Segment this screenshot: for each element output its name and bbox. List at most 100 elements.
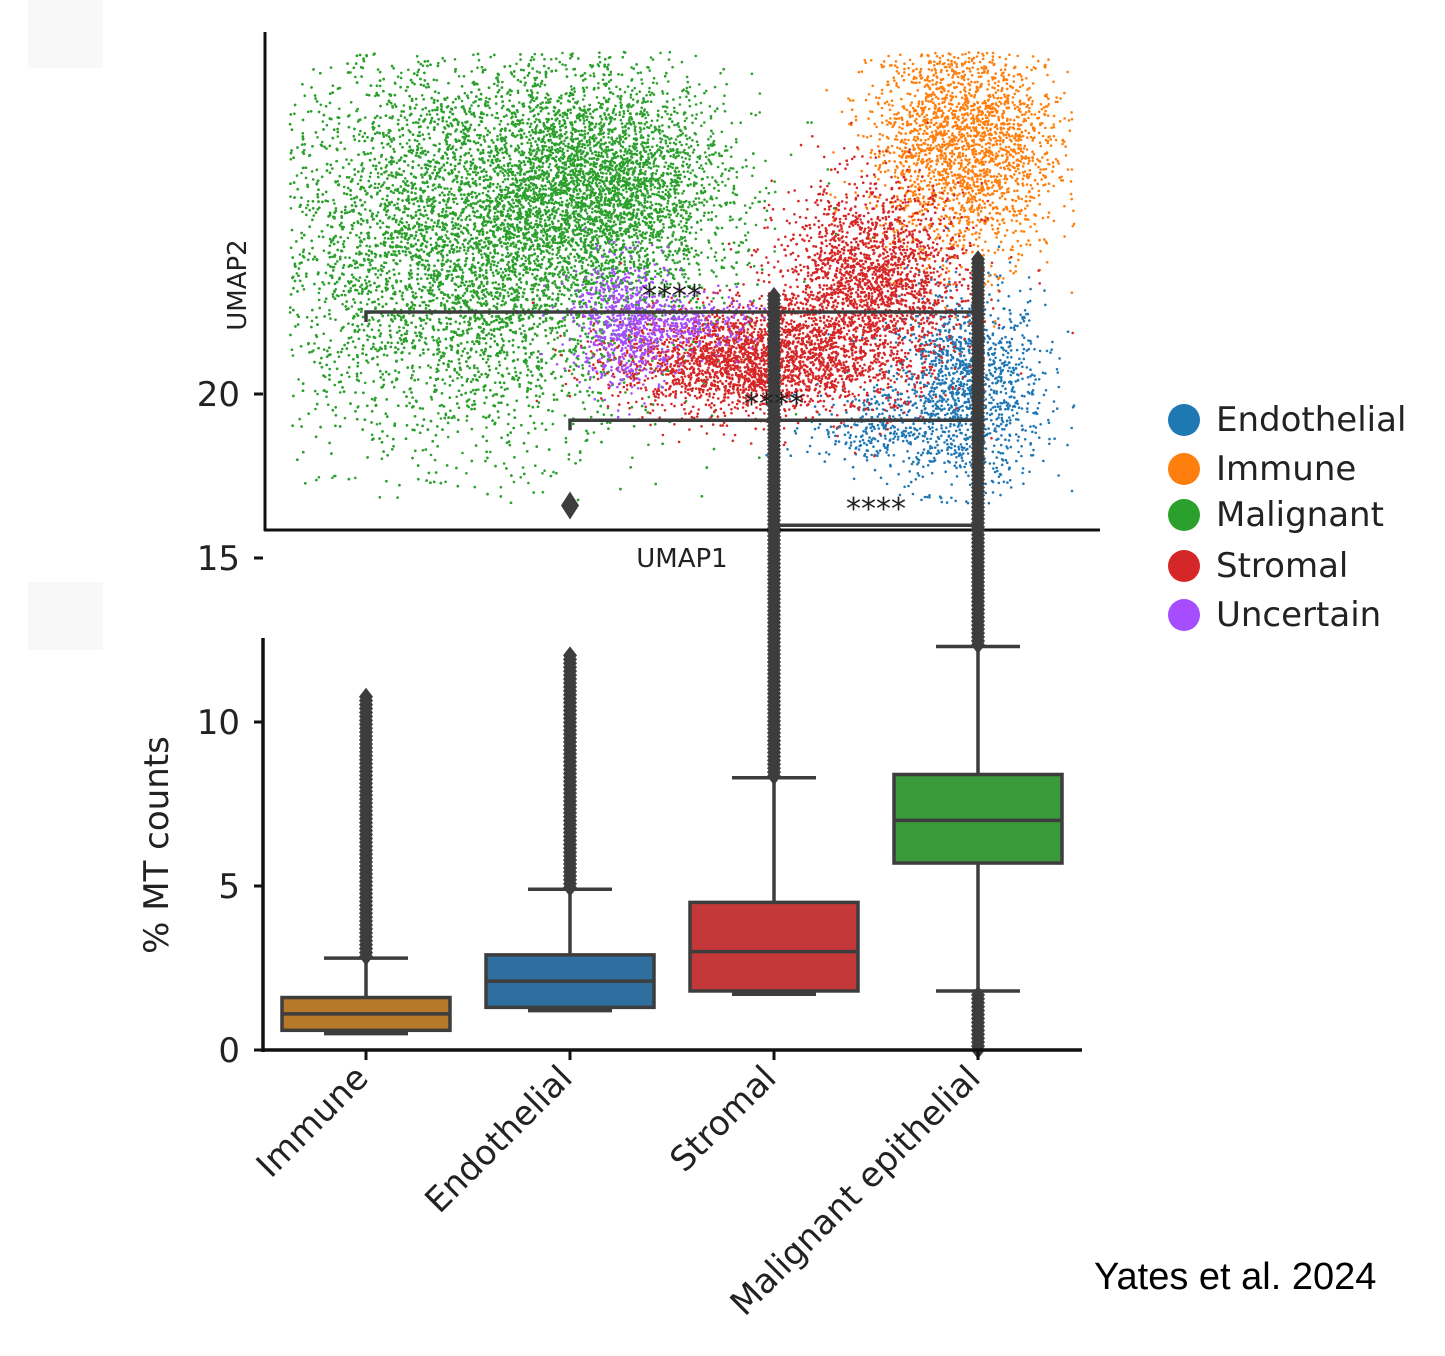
umap-point-immune-2111 — [976, 101, 980, 105]
umap-point-immune-1325 — [1060, 175, 1063, 179]
umap-point-immune-1924 — [950, 189, 953, 192]
umap-point-endothelial-1376 — [931, 334, 934, 337]
umap-point-endothelial-1105 — [946, 360, 949, 363]
umap-point-endothelial-459 — [852, 340, 855, 343]
umap-point-immune-888 — [1041, 216, 1045, 220]
umap-point-immune-1418 — [913, 119, 917, 123]
umap-point-endothelial-1466 — [873, 427, 876, 431]
umap-point-immune-791 — [922, 195, 925, 198]
umap-point-immune-1892 — [944, 160, 948, 164]
umap-point-endothelial-1013 — [994, 381, 998, 385]
umap-point-immune-1102 — [972, 61, 976, 65]
umap-point-endothelial-1475 — [881, 412, 884, 416]
umap-point-endothelial-1589 — [861, 438, 865, 442]
umap-point-immune-1880 — [978, 105, 982, 109]
umap-point-endothelial-296 — [999, 390, 1003, 394]
umap-point-immune-392 — [962, 194, 965, 198]
umap-point-endothelial-1402 — [918, 432, 921, 436]
umap-point-endothelial-1292 — [1002, 364, 1006, 368]
umap-point-immune-1998 — [908, 92, 912, 96]
umap-point-immune-1967 — [1017, 197, 1021, 200]
umap-point-immune-2208 — [925, 83, 928, 87]
umap-point-immune-564 — [925, 267, 929, 270]
umap-point-immune-2028 — [998, 223, 1001, 226]
umap-point-immune-1902 — [935, 75, 938, 78]
umap-point-immune-1589 — [1026, 103, 1030, 107]
umap-point-immune-1883 — [998, 162, 1001, 166]
umap-point-immune-866 — [1009, 174, 1012, 178]
umap-point-endothelial-688 — [936, 449, 940, 453]
umap-point-endothelial-639 — [908, 470, 911, 473]
umap-point-immune-1773 — [979, 83, 983, 87]
umap-point-immune-636 — [1003, 93, 1006, 96]
umap-point-immune-240 — [971, 233, 974, 236]
umap-point-endothelial-1082 — [914, 478, 918, 481]
umap-point-immune-2065 — [979, 228, 983, 231]
umap-point-immune-1744 — [993, 62, 996, 66]
umap-point-endothelial-567 — [984, 447, 988, 451]
umap-point-immune-633 — [875, 125, 878, 129]
umap-point-immune-136 — [952, 80, 955, 84]
umap-point-immune-1602 — [934, 136, 937, 139]
umap-point-immune-674 — [1001, 161, 1005, 164]
umap-point-endothelial-1392 — [834, 439, 838, 443]
umap-point-immune-1355 — [1001, 219, 1004, 222]
umap-point-endothelial-1430 — [829, 425, 833, 429]
umap-point-endothelial-1352 — [905, 266, 909, 269]
umap-point-immune-393 — [987, 249, 990, 252]
umap-point-immune-2106 — [927, 137, 930, 141]
umap-point-immune-1977 — [916, 112, 919, 116]
umap-point-immune-1103 — [908, 113, 911, 116]
umap-point-immune-1432 — [1025, 183, 1029, 186]
umap-point-immune-1064 — [875, 204, 878, 207]
umap-point-immune-2149 — [977, 51, 980, 54]
umap-point-endothelial-877 — [1053, 437, 1056, 441]
umap-point-immune-1000 — [971, 201, 974, 204]
umap-point-immune-2113 — [958, 239, 961, 242]
umap-point-immune-1490 — [1014, 199, 1018, 203]
umap-point-immune-1108 — [1023, 102, 1026, 105]
umap-point-endothelial-1185 — [1021, 471, 1024, 475]
umap-point-immune-967 — [987, 154, 991, 158]
umap-point-endothelial-1012 — [931, 399, 935, 403]
umap-point-endothelial-295 — [1000, 463, 1004, 467]
umap-point-immune-233 — [991, 55, 995, 58]
umap-point-immune-1851 — [1054, 138, 1058, 142]
umap-point-immune-587 — [881, 161, 885, 165]
umap-point-endothelial-1188 — [937, 451, 941, 455]
umap-point-endothelial-896 — [931, 422, 935, 426]
umap-point-immune-447 — [865, 136, 869, 139]
umap-point-immune-1897 — [982, 67, 986, 71]
umap-point-endothelial-1414 — [876, 454, 879, 458]
umap-point-immune-65 — [1004, 181, 1007, 185]
umap-point-immune-1726 — [962, 106, 965, 109]
umap-point-endothelial-216 — [1045, 349, 1049, 353]
umap-point-immune-1401 — [959, 208, 963, 211]
umap-point-immune-146 — [995, 175, 999, 178]
umap-point-endothelial-1382 — [865, 449, 868, 452]
umap-point-immune-1644 — [1027, 162, 1030, 165]
umap-point-immune-315 — [982, 253, 985, 257]
umap-point-endothelial-398 — [987, 353, 990, 357]
umap-point-endothelial-621 — [954, 341, 957, 344]
umap-point-endothelial-990 — [934, 446, 937, 449]
umap-point-endothelial-344 — [1011, 386, 1015, 389]
umap-point-endothelial-500 — [907, 456, 911, 460]
umap-point-endothelial-69 — [940, 424, 943, 427]
umap-point-immune-671 — [1012, 123, 1016, 126]
umap-point-immune-1782 — [1011, 86, 1015, 89]
umap-point-endothelial-942 — [942, 382, 946, 385]
umap-point-endothelial-1455 — [837, 440, 841, 443]
umap-point-immune-1794 — [1027, 131, 1031, 135]
umap-point-immune-209 — [919, 67, 923, 71]
umap-point-endothelial-647 — [1009, 344, 1012, 348]
umap-point-immune-827 — [972, 183, 976, 186]
umap-point-endothelial-472 — [1013, 405, 1017, 408]
umap-point-endothelial-1221 — [1029, 425, 1032, 428]
umap-point-immune-1312 — [923, 85, 927, 88]
umap-point-immune-598 — [1044, 109, 1047, 113]
umap-point-immune-1423 — [932, 171, 936, 174]
umap-point-immune-1984 — [982, 163, 985, 166]
umap-point-endothelial-1591 — [877, 427, 881, 430]
umap-point-immune-1235 — [941, 137, 945, 141]
